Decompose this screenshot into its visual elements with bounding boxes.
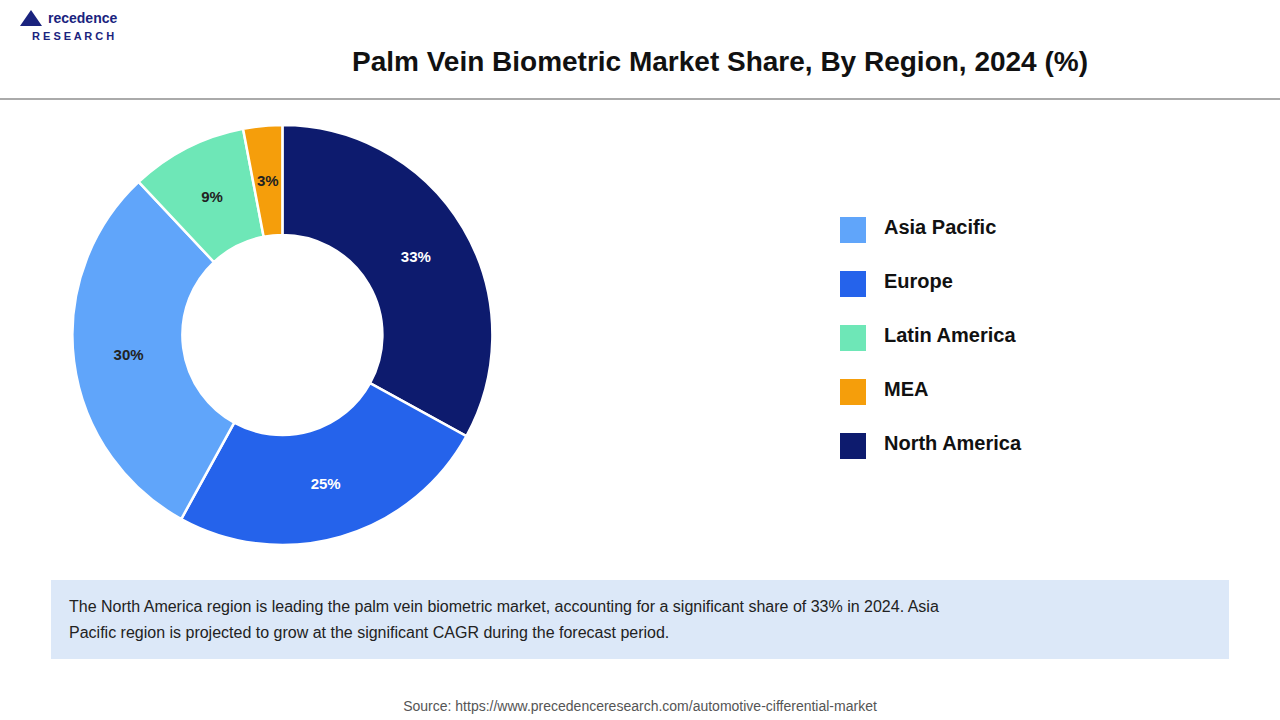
html-text:R E S E A R C H: R E S E A R C H — [32, 30, 115, 42]
html-text:Asia Pacific: Asia Pacific — [884, 216, 997, 238]
html-text:Palm Vein Biometric Market Sha: Palm Vein Biometric Market Share, By Reg… — [352, 46, 1088, 77]
svg-text:3%: 3% — [257, 172, 279, 189]
html-text:MEA: MEA — [884, 378, 929, 400]
html-text:Latin America: Latin America — [884, 324, 1016, 346]
html-text:North America: North America — [884, 432, 1022, 454]
svg-text:33%: 33% — [401, 248, 431, 265]
html-text:Europe: Europe — [884, 270, 953, 292]
html-text:recedence: recedence — [48, 10, 118, 26]
html-text:The North America region is le: The North America region is leading the … — [69, 598, 939, 641]
svg-text:9%: 9% — [201, 188, 223, 205]
html-text:Source: https://www.precedence: Source: https://www.precedenceresearch.c… — [403, 698, 877, 714]
svg-text:25%: 25% — [311, 475, 341, 492]
svg-text:30%: 30% — [114, 346, 144, 363]
